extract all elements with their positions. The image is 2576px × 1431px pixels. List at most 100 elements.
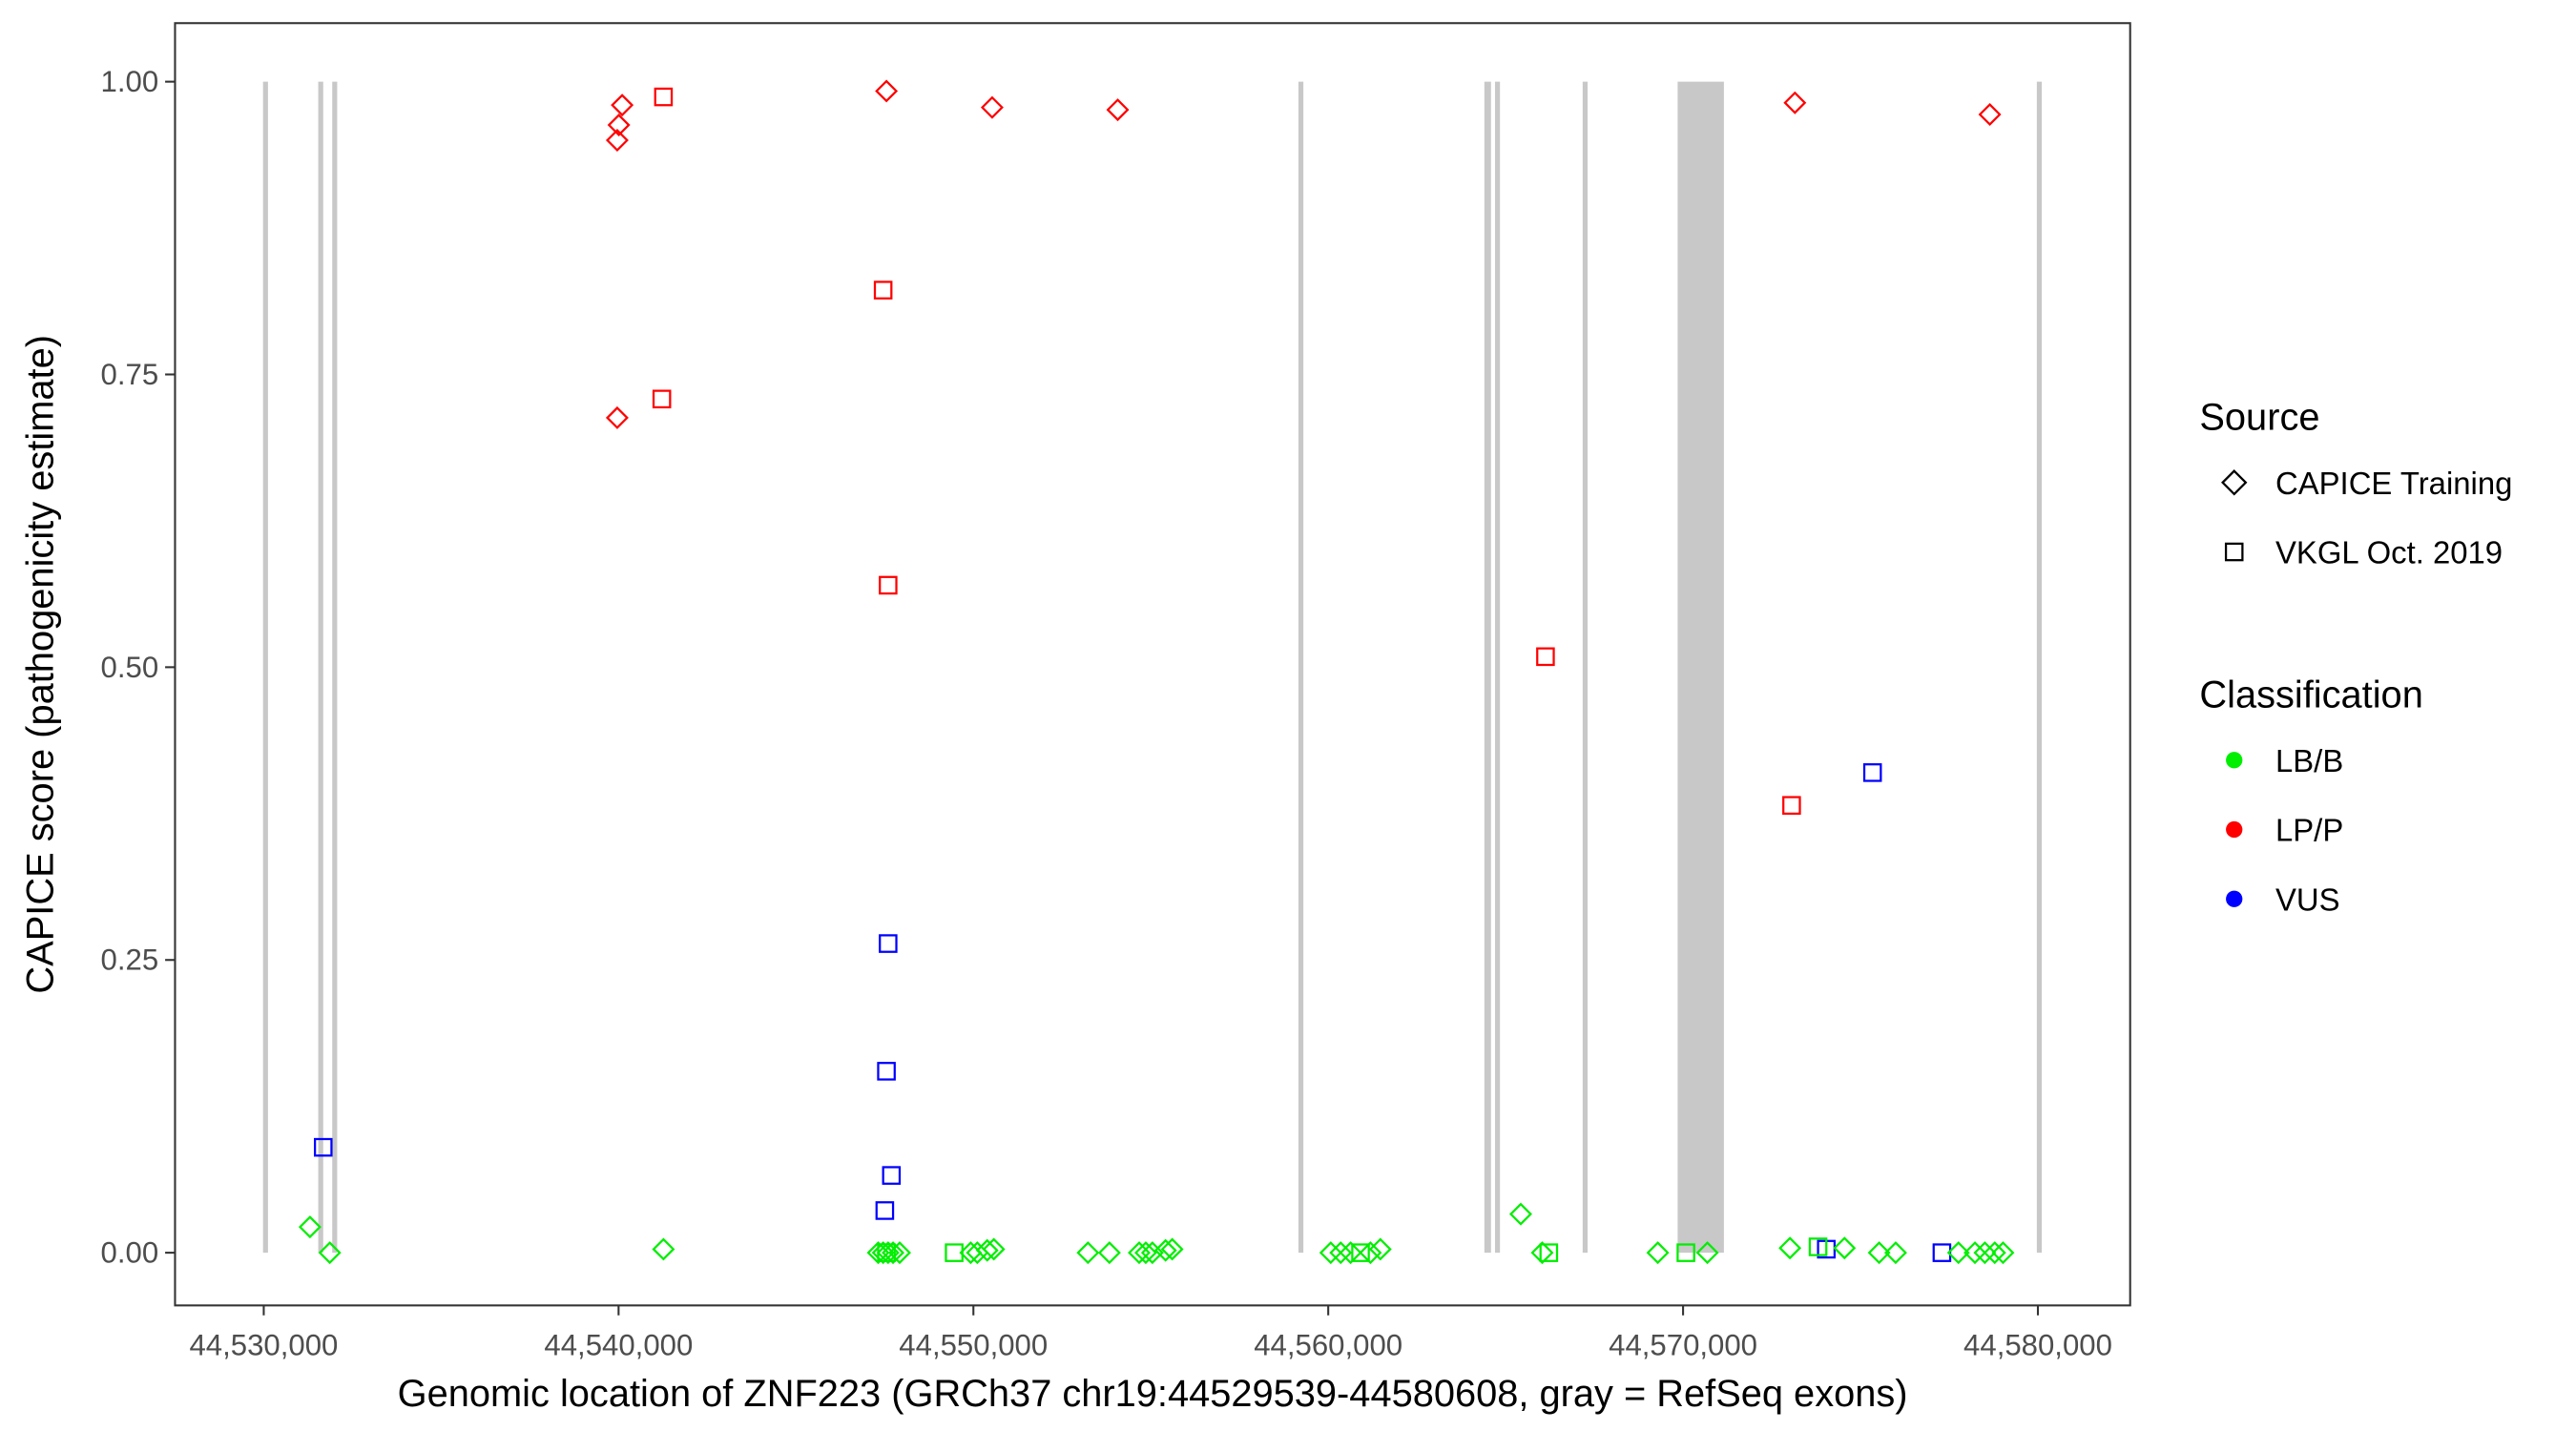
exon-band — [1484, 81, 1491, 1254]
point-diamond — [1128, 1241, 1151, 1265]
point-diamond — [1778, 1236, 1802, 1260]
legend-class-title: Classification — [2199, 674, 2422, 716]
point-diamond — [975, 1238, 999, 1262]
legend-source-title: Source — [2199, 396, 2319, 438]
point-diamond — [1946, 1241, 1970, 1265]
exon-band — [1582, 81, 1589, 1254]
y-tick-label: 1.00 — [101, 65, 159, 98]
point-diamond — [1867, 1241, 1891, 1265]
point-diamond — [888, 1241, 911, 1265]
point-diamond — [980, 95, 1004, 119]
point-square — [879, 575, 898, 595]
exon-band — [1494, 81, 1501, 1254]
exon-band — [1677, 81, 1724, 1254]
y-tick-label: 0.75 — [101, 358, 159, 391]
point-diamond — [1106, 98, 1130, 122]
y-tick-label: 0.25 — [101, 944, 159, 977]
x-tick-label: 44,560,000 — [1254, 1328, 1402, 1361]
point-diamond — [605, 405, 629, 429]
legend-source-item: VKGL Oct. 2019 — [2275, 535, 2503, 570]
point-diamond — [611, 93, 634, 117]
legend-square-icon — [2224, 542, 2244, 562]
legend-diamond-icon — [2221, 469, 2248, 496]
y-axis-label: CAPICE score (pathogenicity estimate) — [19, 335, 61, 994]
x-axis: 44,530,000 44,540,000 44,550,000 44,560,000… — [190, 1305, 2112, 1361]
point-diamond — [876, 1241, 900, 1265]
point-square — [1539, 1243, 1559, 1262]
legend-dot-lbb — [2226, 752, 2243, 769]
exon-bands — [262, 81, 2043, 1254]
point-square — [882, 1166, 902, 1185]
point-square — [1862, 763, 1882, 782]
point-diamond — [1695, 1241, 1719, 1265]
legend-class-item: VUS — [2275, 881, 2340, 917]
point-diamond — [1783, 91, 1807, 114]
point-diamond — [1991, 1241, 2015, 1265]
point-square — [1536, 647, 1555, 667]
point-diamond — [871, 1241, 895, 1265]
point-diamond — [298, 1215, 322, 1239]
point-square — [945, 1243, 964, 1262]
point-diamond — [1983, 1241, 2006, 1265]
point-diamond — [982, 1237, 1006, 1261]
point-square — [879, 934, 898, 953]
point-diamond — [318, 1241, 342, 1265]
x-axis-label: Genomic location of ZNF223 (GRCh37 chr19… — [398, 1373, 1908, 1415]
point-diamond — [605, 129, 629, 152]
exon-band — [318, 81, 323, 1254]
y-tick-label: 0.50 — [101, 651, 159, 684]
x-tick-label: 44,580,000 — [1963, 1328, 2112, 1361]
point-square — [1351, 1243, 1370, 1262]
legend-class-item: LP/P — [2275, 813, 2343, 848]
point-diamond — [1153, 1238, 1177, 1262]
plot-panel-border — [174, 22, 2131, 1307]
point-diamond — [607, 114, 631, 137]
point-diamond — [1508, 1202, 1532, 1226]
point-diamond — [1978, 103, 2002, 126]
x-tick-label: 44,570,000 — [1609, 1328, 1757, 1361]
legend-dot-lpp — [2226, 820, 2243, 839]
legend-class-item: LB/B — [2275, 743, 2343, 778]
point-diamond — [1368, 1237, 1392, 1261]
point-diamond — [1833, 1236, 1857, 1260]
point-diamond — [1097, 1241, 1121, 1265]
x-tick-label: 44,530,000 — [190, 1328, 339, 1361]
point-square — [873, 280, 893, 300]
legend-source-item: CAPICE Training — [2275, 466, 2512, 501]
point-diamond — [1319, 1241, 1342, 1265]
point-diamond — [1133, 1241, 1157, 1265]
x-tick-label: 44,540,000 — [544, 1328, 693, 1361]
point-diamond — [866, 1241, 890, 1265]
point-diamond — [1160, 1237, 1184, 1261]
point-diamond — [1973, 1241, 1997, 1265]
point-square — [1932, 1243, 1952, 1262]
point-square — [652, 389, 672, 409]
point-diamond — [1646, 1241, 1670, 1265]
point-diamond — [966, 1241, 989, 1265]
point-diamond — [1883, 1241, 1907, 1265]
y-tick-label: 0.00 — [101, 1236, 159, 1270]
exon-band — [262, 81, 268, 1254]
point-diamond — [1076, 1241, 1100, 1265]
point-diamond — [1359, 1241, 1382, 1265]
point-square — [1782, 796, 1801, 816]
point-square — [654, 87, 674, 107]
data-points — [298, 79, 2015, 1265]
point-square — [313, 1137, 333, 1157]
point-diamond — [1339, 1241, 1362, 1265]
point-square — [1808, 1237, 1828, 1256]
point-square — [1676, 1243, 1695, 1262]
point-diamond — [1530, 1241, 1554, 1265]
exon-band — [1298, 81, 1304, 1254]
point-diamond — [875, 79, 899, 103]
point-diamond — [1963, 1241, 1986, 1265]
exon-band — [332, 81, 338, 1254]
point-diamond — [882, 1241, 904, 1265]
point-square — [877, 1062, 896, 1081]
point-diamond — [959, 1241, 983, 1265]
x-tick-label: 44,550,000 — [899, 1328, 1048, 1361]
point-diamond — [1329, 1241, 1353, 1265]
point-diamond — [652, 1237, 675, 1261]
exon-band — [2036, 81, 2043, 1254]
